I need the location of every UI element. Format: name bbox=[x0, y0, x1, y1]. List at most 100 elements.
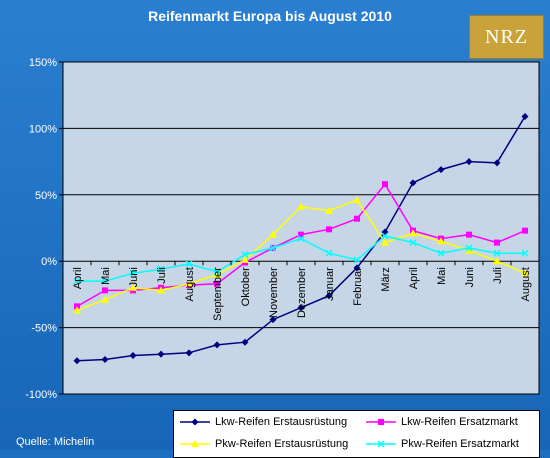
data-point bbox=[157, 265, 165, 273]
data-point bbox=[297, 304, 305, 312]
data-point bbox=[521, 269, 529, 277]
legend-item: Pkw-Reifen Ersatzmarkt bbox=[364, 436, 519, 452]
data-point bbox=[437, 249, 445, 257]
x-category-label: Mai bbox=[100, 267, 112, 285]
data-point bbox=[185, 279, 193, 287]
data-point bbox=[521, 112, 529, 120]
series-4 bbox=[73, 232, 529, 285]
data-point bbox=[465, 244, 473, 252]
plot-area bbox=[62, 61, 540, 395]
data-point bbox=[101, 355, 109, 363]
legend-label: Lkw-Reifen Erstausrüstung bbox=[215, 416, 348, 428]
data-point bbox=[297, 235, 305, 243]
data-point bbox=[73, 277, 81, 285]
x-axis-category-labels: April Mai Juni Juli August September Oktober No… bbox=[62, 261, 532, 321]
legend-label: Pkw-Reifen Erstausrüstung bbox=[215, 438, 349, 450]
data-point bbox=[466, 231, 472, 238]
y-tick-label: 0% bbox=[41, 256, 57, 268]
x-category-label: August bbox=[184, 267, 196, 301]
data-point bbox=[493, 257, 501, 265]
data-point bbox=[297, 202, 305, 210]
x-category-label: November bbox=[268, 267, 280, 318]
y-tick-label: 100% bbox=[29, 123, 57, 135]
data-point bbox=[129, 283, 137, 291]
x-category-label: Februar bbox=[352, 267, 364, 306]
data-point bbox=[214, 280, 220, 287]
data-point bbox=[269, 230, 277, 238]
data-point bbox=[157, 286, 165, 294]
series-1 bbox=[73, 112, 529, 365]
chart-title: Reifenmarkt Europa bis August 2010 bbox=[148, 8, 392, 24]
x-category-label: Juli bbox=[156, 267, 168, 284]
y-tick-label: 50% bbox=[35, 190, 57, 202]
data-point bbox=[241, 251, 249, 259]
data-point bbox=[353, 264, 361, 272]
data-point bbox=[437, 237, 445, 245]
data-point bbox=[465, 246, 473, 254]
legend-swatch bbox=[180, 418, 210, 426]
data-point bbox=[241, 338, 249, 346]
y-tick-label: -50% bbox=[31, 323, 57, 335]
data-point bbox=[353, 256, 361, 264]
data-point bbox=[326, 226, 332, 233]
x-category-label: Juni bbox=[128, 267, 140, 287]
data-point bbox=[241, 255, 249, 263]
legend-item: Lkw-Reifen Ersatzmarkt bbox=[364, 414, 518, 430]
data-point bbox=[494, 239, 500, 246]
data-point bbox=[353, 196, 361, 204]
x-category-label: September bbox=[212, 267, 224, 321]
y-tick-label: -100% bbox=[25, 389, 57, 401]
data-point bbox=[409, 239, 417, 247]
data-point bbox=[101, 277, 109, 285]
x-category-label: August bbox=[520, 267, 532, 301]
grid-layer bbox=[63, 61, 539, 395]
data-point bbox=[213, 341, 221, 349]
data-point bbox=[493, 249, 501, 257]
data-point bbox=[354, 215, 360, 222]
data-point bbox=[157, 350, 165, 358]
data-point bbox=[213, 268, 221, 276]
data-point bbox=[325, 206, 333, 214]
x-category-label: Oktober bbox=[240, 267, 252, 306]
x-category-label: Juni bbox=[464, 267, 476, 287]
data-point bbox=[493, 159, 501, 167]
y-axis-ticks: 150% 100% 50% 0% -50% -100% bbox=[25, 57, 63, 401]
data-point bbox=[73, 357, 81, 365]
series-layer bbox=[73, 112, 529, 365]
data-point bbox=[465, 158, 473, 166]
x-category-label: März bbox=[380, 267, 392, 291]
data-point bbox=[521, 249, 529, 257]
data-point bbox=[129, 269, 137, 277]
data-point bbox=[325, 292, 333, 300]
x-category-label: Januar bbox=[324, 267, 336, 301]
data-point bbox=[73, 306, 81, 314]
data-point bbox=[185, 260, 193, 268]
data-point bbox=[381, 232, 389, 240]
x-category-label: April bbox=[408, 267, 420, 289]
legend: Lkw-Reifen Erstausrüstung Lkw-Reifen Ersa… bbox=[173, 410, 540, 458]
legend-swatch bbox=[366, 440, 396, 448]
data-point bbox=[325, 249, 333, 257]
data-point bbox=[522, 227, 528, 234]
data-point bbox=[437, 166, 445, 174]
data-point bbox=[298, 231, 304, 238]
data-point bbox=[381, 238, 389, 246]
legend-item: Pkw-Reifen Erstausrüstung bbox=[178, 436, 348, 452]
data-point bbox=[213, 270, 221, 278]
legend-label: Lkw-Reifen Ersatzmarkt bbox=[401, 416, 518, 428]
x-category-label: Juli bbox=[492, 267, 504, 284]
x-category-label: Mai bbox=[436, 267, 448, 285]
data-point bbox=[409, 179, 417, 187]
legend-label: Pkw-Reifen Ersatzmarkt bbox=[401, 438, 519, 450]
source-note: Quelle: Michelin bbox=[16, 436, 95, 448]
data-point bbox=[382, 181, 388, 188]
data-point bbox=[102, 287, 108, 294]
data-point bbox=[269, 316, 277, 324]
legend-swatch bbox=[180, 440, 210, 447]
legend-swatch bbox=[366, 419, 396, 425]
data-point bbox=[409, 229, 417, 237]
y-tick-label: 150% bbox=[29, 57, 57, 69]
data-point bbox=[185, 349, 193, 357]
legend-item: Lkw-Reifen Erstausrüstung bbox=[178, 414, 347, 430]
